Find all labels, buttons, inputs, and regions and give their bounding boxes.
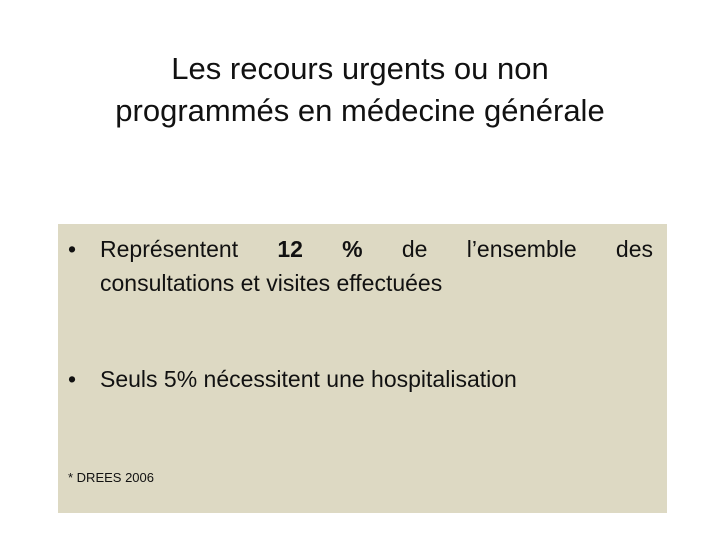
bullet-line-2: consultations et visites effectuées (100, 270, 443, 296)
bullet-point-icon: • (68, 236, 77, 262)
bullet-prefix: Représentent (100, 236, 239, 262)
bullet-item-hospitalisation: • Seuls 5% nécessitent une hospitalisati… (68, 362, 653, 396)
bullet-text: Représentent 12 % de l’ensemble des cons… (100, 232, 653, 300)
title-line-2: programmés en médecine générale (115, 93, 605, 128)
bullet-point-icon: • (68, 366, 77, 392)
source-footnote: * DREES 2006 (68, 470, 154, 485)
bullet-text: Seuls 5% nécessitent une hospitalisation (100, 366, 517, 392)
bullet-line-1: Représentent 12 % de l’ensemble des (100, 232, 653, 266)
bullet-rest: de l’ensemble des (401, 236, 653, 262)
title-line-1: Les recours urgents ou non (171, 51, 549, 86)
bullet-highlight-percentage: 12 % (277, 236, 363, 262)
content-box: • Représentent 12 % de l’ensemble des co… (58, 224, 667, 513)
slide-title: Les recours urgents ou non programmés en… (40, 48, 680, 132)
bullet-item-share-of-consultations: • Représentent 12 % de l’ensemble des co… (68, 232, 653, 300)
